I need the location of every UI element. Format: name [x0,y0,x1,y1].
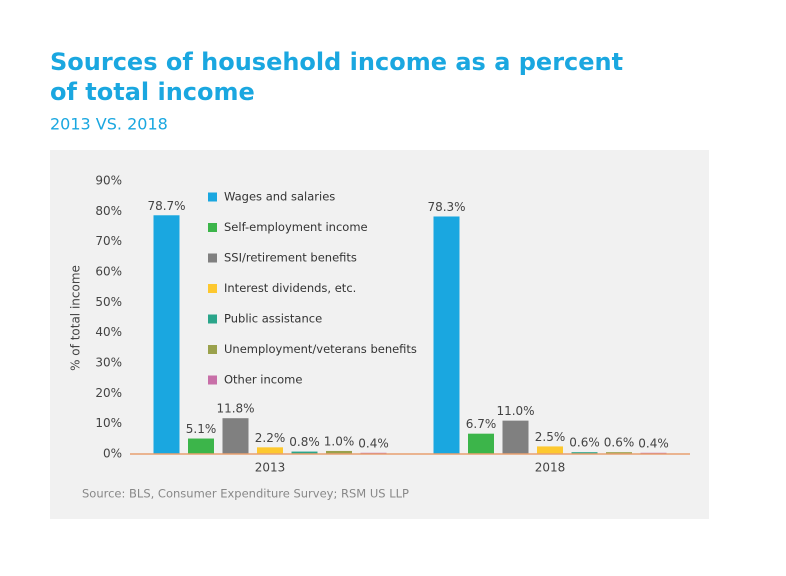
bar [222,418,249,454]
y-tick-label: 30% [95,356,122,370]
legend-label: Interest dividends, etc. [224,281,356,295]
bar [571,452,598,454]
x-tick-label: 2018 [535,461,566,475]
value-label: 0.4% [358,436,389,450]
value-label: 1.0% [324,434,355,448]
bar [188,438,214,454]
value-label: 6.7% [466,417,497,431]
y-tick-label: 40% [95,325,122,339]
y-tick-label: 90% [95,174,122,188]
value-label: 5.1% [186,422,217,436]
legend-swatch [208,345,217,354]
y-tick-label: 20% [95,386,122,400]
bar [468,433,494,454]
legend-swatch [208,375,217,385]
bar [257,447,283,454]
y-tick-label: 10% [95,416,122,430]
bar [502,420,529,454]
legend-label: Public assistance [224,312,322,326]
y-tick-label: 60% [95,265,122,279]
value-label: 11.8% [216,402,254,416]
legend-label: Self-employment income [224,220,368,234]
y-axis-label: % of total income [69,265,83,371]
value-label: 11.0% [496,404,534,418]
value-label: 78.3% [427,200,465,214]
legend-swatch [208,223,217,232]
bar [291,451,318,454]
legend-label: Other income [224,373,302,387]
bar [326,450,352,454]
legend-label: Wages and salaries [224,190,335,204]
y-tick-label: 80% [95,204,122,218]
value-label: 0.6% [569,436,600,450]
x-tick-label: 2013 [255,461,286,475]
legend-swatch [208,314,217,324]
bar [153,215,180,454]
legend-swatch [208,253,217,263]
bar [433,216,460,454]
legend-swatch [208,284,217,293]
source: Source: BLS, Consumer Expenditure Survey… [82,487,409,501]
value-label: 0.4% [638,436,669,450]
value-label: 0.6% [604,436,635,450]
legend-swatch [208,192,217,202]
legend-label: SSI/retirement benefits [224,251,357,265]
bar [606,452,632,454]
value-label: 2.2% [255,431,286,445]
value-label: 0.8% [289,435,320,449]
value-label: 2.5% [535,430,566,444]
bar [537,446,563,454]
chart-subtitle: 2013 VS. 2018 [50,115,168,134]
y-tick-label: 70% [95,234,122,248]
chart-title: Sources of household income as a percent… [50,48,623,106]
legend-label: Unemployment/veterans benefits [224,342,417,356]
value-label: 78.7% [147,199,185,213]
y-tick-label: 0% [103,447,122,461]
y-tick-label: 50% [95,295,122,309]
